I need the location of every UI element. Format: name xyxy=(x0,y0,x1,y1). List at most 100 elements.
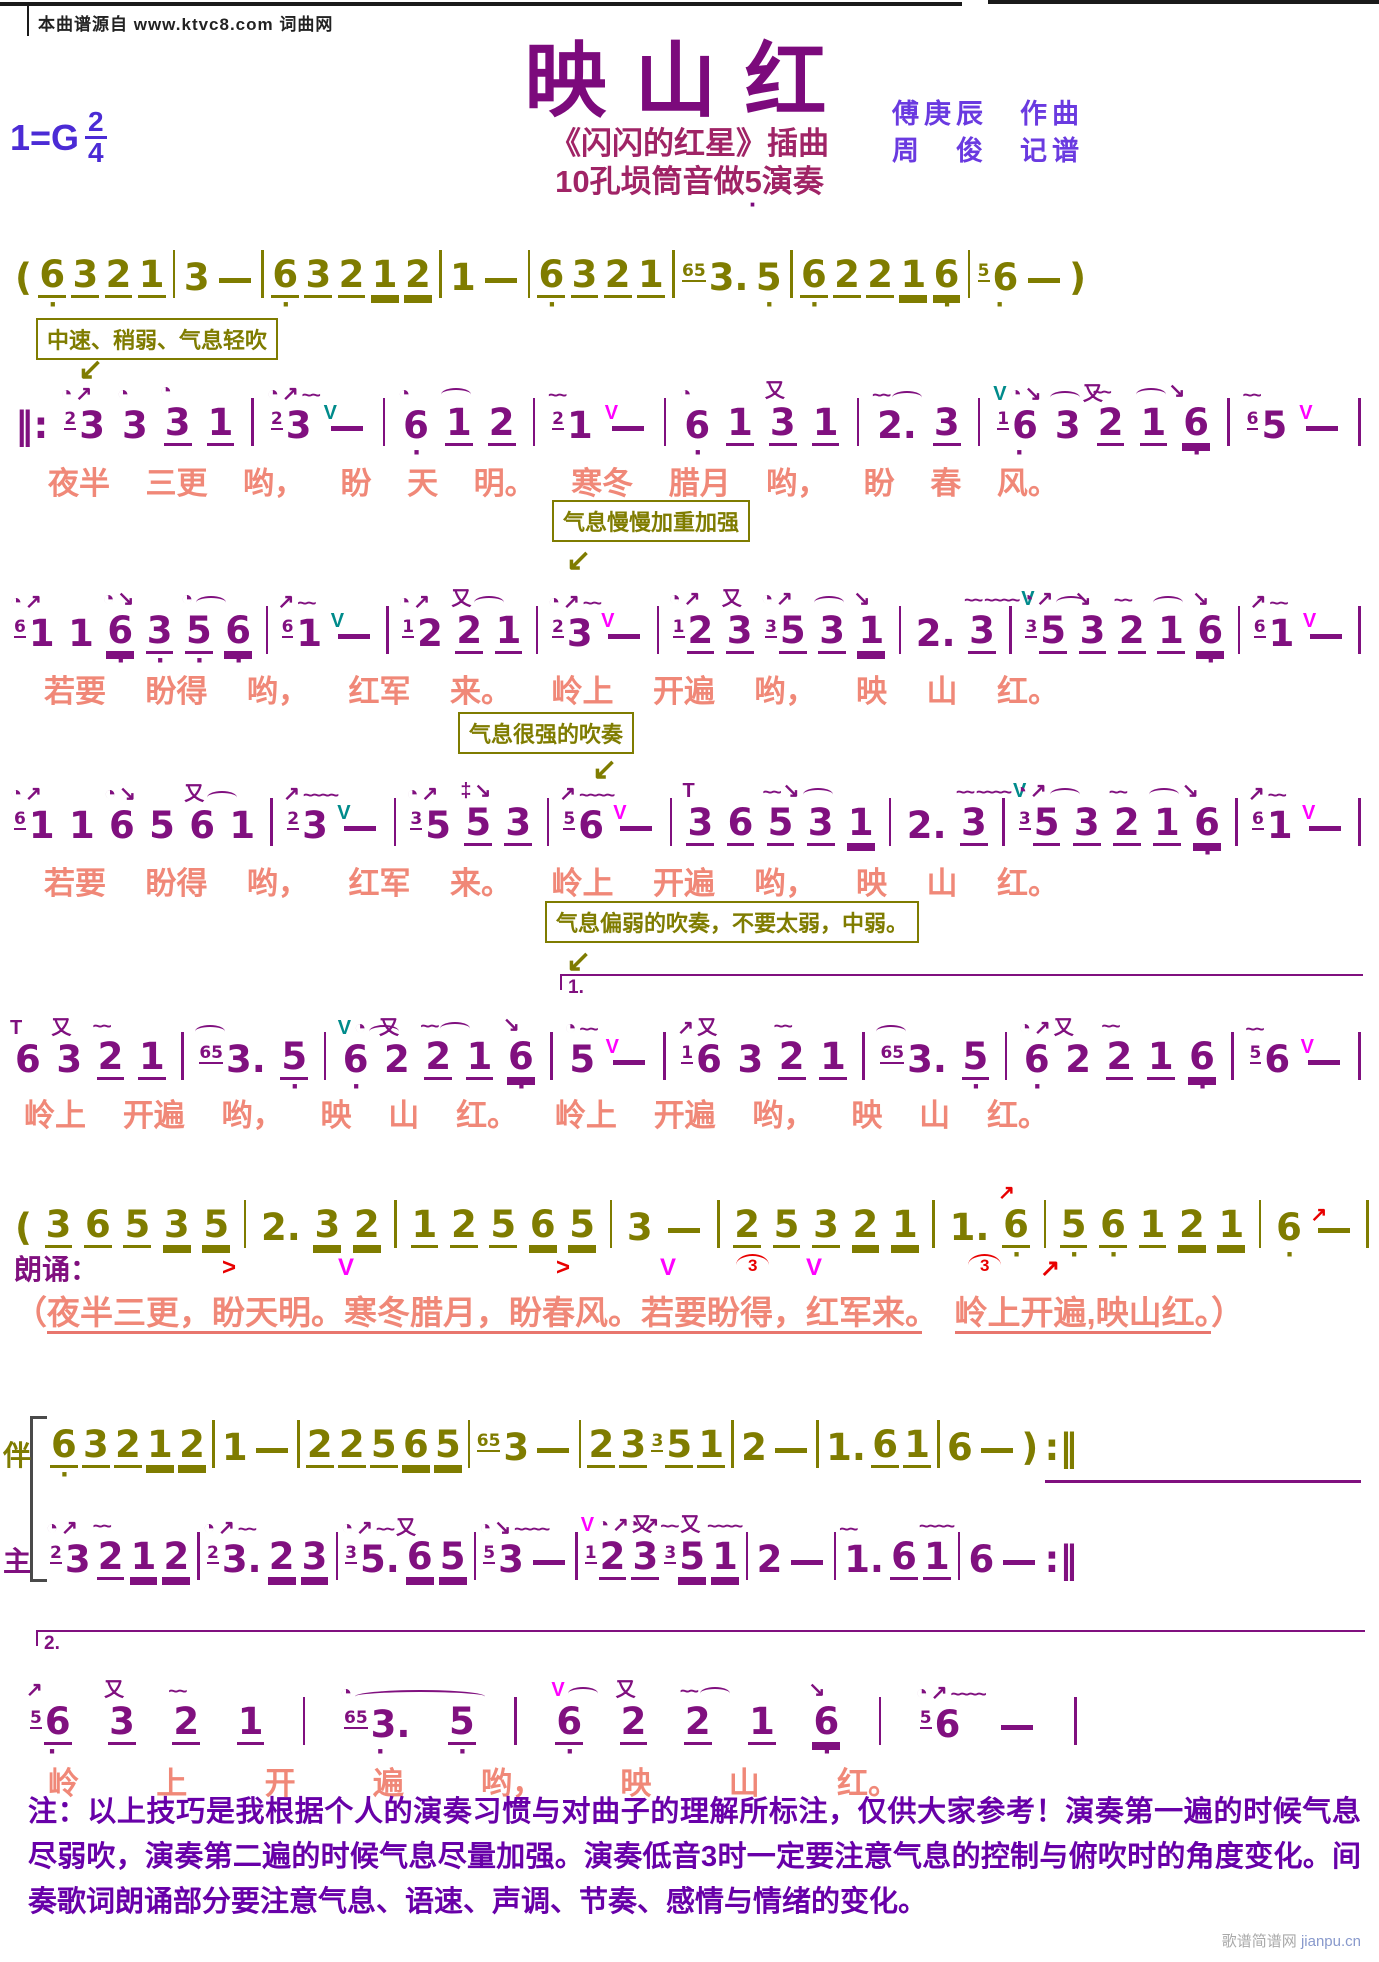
ornament-group: ◔ ↗ xyxy=(1015,781,1080,801)
ornament-icon: ↘ xyxy=(474,780,492,803)
barline xyxy=(932,1200,935,1248)
note: 3 xyxy=(44,1205,73,1248)
note: 5 xyxy=(202,1205,231,1248)
accent-mark: > xyxy=(222,1254,237,1281)
grace-note: 2 xyxy=(50,1543,62,1564)
note: 5 · xyxy=(448,1702,476,1767)
note-value: 2 xyxy=(598,1535,627,1580)
low-octave-dot: · xyxy=(971,1070,982,1103)
ornament-icon: ◔ xyxy=(761,588,774,611)
ornament-icon: ◔ xyxy=(10,783,23,806)
grace-note: 65 xyxy=(344,1708,368,1729)
note: 1 xyxy=(449,258,477,298)
note-value: 3 xyxy=(304,253,333,298)
low-octave-dot: · xyxy=(810,288,821,321)
ornament-icon: ~~ xyxy=(92,1016,112,1037)
note-value: 6 xyxy=(934,1703,961,1747)
tonic-number: 5 xyxy=(744,164,762,199)
ornament-group: ~~ xyxy=(1245,1019,1265,1040)
note: 1 xyxy=(1138,1205,1167,1248)
barline xyxy=(856,398,860,446)
note-value: 6 xyxy=(1276,1206,1302,1250)
ornament-group: ◔ ~~ xyxy=(564,1018,598,1038)
grace-note: 3 xyxy=(664,1543,677,1564)
note: 3 xyxy=(300,1537,329,1580)
ornament-icon: ~~ xyxy=(1108,782,1128,803)
ornament-group: ◔ ↘ xyxy=(102,589,134,609)
note-value: 6 xyxy=(1002,1203,1030,1248)
barline xyxy=(663,1032,666,1080)
ornament-group: ~~ xyxy=(1102,1017,1121,1035)
ornament-group: ↗ xyxy=(1311,1205,1328,1225)
note: 5 · xyxy=(280,1037,309,1102)
ornament-icon: ~~ xyxy=(1113,590,1133,611)
note-value: 6 xyxy=(696,1038,722,1082)
note-value: 3 xyxy=(959,801,988,846)
part-label-accompaniment: 伴 xyxy=(3,1440,32,1471)
ornament-icon: ◔ xyxy=(547,591,561,614)
barline xyxy=(1366,1200,1369,1248)
ornament-icon: ◔ xyxy=(10,591,23,614)
ornament-icon: ~~ xyxy=(1242,385,1262,406)
breath-mark: V xyxy=(338,1254,355,1281)
ornament-icon: ~~~~ xyxy=(514,1519,550,1540)
ornament-group: V xyxy=(1301,1037,1314,1057)
note: ↗ 又 1 6 xyxy=(677,1018,723,1082)
slur-icon xyxy=(1135,388,1166,401)
ornament-group: ◔ ↗ xyxy=(10,592,42,612)
dash-note xyxy=(981,1448,1014,1453)
note-value: 5. xyxy=(359,1538,400,1582)
note-value: 5 xyxy=(755,256,782,300)
lyric-word: 来。 xyxy=(450,674,512,709)
low-octave-dot: · xyxy=(195,644,206,677)
note: ◔ 3 xyxy=(160,381,192,446)
note-value: 2 xyxy=(741,1426,767,1470)
ornament-group: ↗ xyxy=(26,1680,43,1700)
note-value: 3 xyxy=(503,1426,530,1470)
note-value: 3 xyxy=(619,1423,648,1468)
note: ◔ ↗ ~~~~ 5 6 xyxy=(916,1683,987,1747)
note-value: 3 xyxy=(812,1203,840,1248)
ornament-icon: ↘ xyxy=(782,780,800,803)
note xyxy=(253,1448,291,1468)
ornament-icon: ~~~~ xyxy=(579,785,615,806)
ornament-icon: ↗ xyxy=(25,783,42,806)
ornament-icon: 又 xyxy=(451,588,472,611)
low-octave-dot: · xyxy=(565,1735,576,1768)
note xyxy=(482,278,520,298)
note: 2 xyxy=(587,1425,616,1468)
note-value: 2 xyxy=(603,253,632,298)
dash-note xyxy=(620,826,653,831)
note: ~~ 1. xyxy=(839,1520,885,1580)
note: ↘ 6 · xyxy=(808,1680,841,1767)
note: 5 xyxy=(123,1205,152,1248)
grace-note: 2 xyxy=(287,809,300,830)
note-value: 6 xyxy=(43,1700,72,1745)
note-value: 6 xyxy=(992,256,1019,300)
note xyxy=(665,1228,703,1248)
ornament-icon: ~~ xyxy=(1267,785,1287,806)
note: 65 3. xyxy=(876,1025,947,1080)
ornament-icon: ~~ xyxy=(679,1681,699,1702)
note-value: 1 xyxy=(465,1035,494,1080)
lyric-word: 开遍 xyxy=(653,1098,716,1133)
ornament-group: 又 xyxy=(184,784,238,804)
note: V xyxy=(337,803,379,846)
ornament-icon: 又 xyxy=(631,1514,652,1537)
ornament-group: ◔ xyxy=(160,381,172,401)
note-value: 1 xyxy=(137,253,166,298)
note: ↘ 1 xyxy=(1135,381,1185,446)
ornament-icon: ~~ xyxy=(301,385,321,406)
note: 5 xyxy=(369,1425,398,1468)
note-value: 1 xyxy=(857,609,886,654)
music-line-accompaniment: 6 · 3 2 1 2 1 2 2 5 6 5 65 3 2 3 3 5 1 2 1. 6 1 6):‖ xyxy=(50,1420,1079,1490)
ornament-icon: ↘ xyxy=(119,783,136,806)
barline xyxy=(532,398,536,446)
note: :‖ xyxy=(1044,1540,1079,1580)
ornament-icon: ◔ xyxy=(266,383,280,406)
barline xyxy=(1358,1032,1361,1080)
note-value: 2 xyxy=(851,1203,880,1248)
ornament-icon: ~~ xyxy=(1245,1019,1265,1040)
ornament-icon: 又 xyxy=(680,1514,701,1537)
